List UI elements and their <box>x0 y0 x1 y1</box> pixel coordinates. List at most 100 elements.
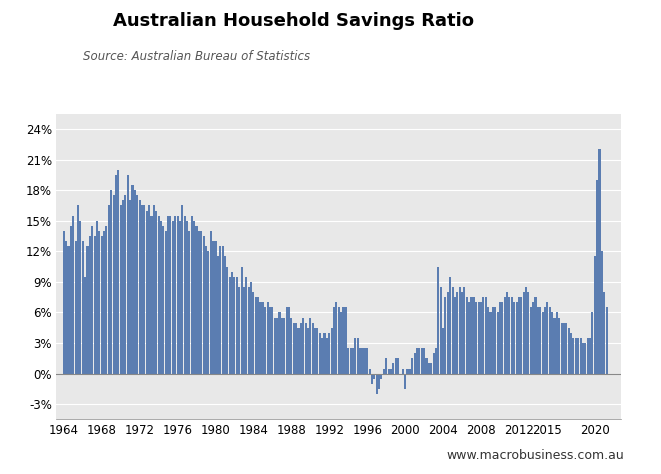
Bar <box>547 302 549 374</box>
Bar <box>504 297 506 374</box>
Bar <box>523 292 525 374</box>
Bar <box>191 216 193 374</box>
Bar <box>387 369 389 374</box>
Bar <box>342 307 344 374</box>
Bar <box>221 246 223 374</box>
Bar <box>295 323 297 374</box>
Bar <box>210 231 212 374</box>
Bar <box>411 358 413 374</box>
Bar <box>186 221 188 374</box>
Bar <box>392 364 395 374</box>
Bar <box>456 292 458 374</box>
Bar <box>447 292 449 374</box>
Bar <box>84 277 86 374</box>
Bar <box>529 307 532 374</box>
Bar <box>428 364 430 374</box>
Bar <box>174 216 176 374</box>
Bar <box>568 328 570 374</box>
Bar <box>293 323 295 374</box>
Bar <box>340 312 342 374</box>
Bar <box>598 149 601 374</box>
Bar <box>77 206 79 374</box>
Bar <box>141 206 143 374</box>
Bar <box>525 287 527 374</box>
Bar <box>103 231 105 374</box>
Bar <box>371 374 373 384</box>
Bar <box>442 328 444 374</box>
Bar <box>224 256 226 374</box>
Bar <box>508 297 510 374</box>
Bar <box>153 206 155 374</box>
Bar <box>326 338 328 374</box>
Bar <box>537 307 539 374</box>
Bar <box>605 307 607 374</box>
Bar <box>378 374 380 389</box>
Bar <box>257 297 259 374</box>
Bar <box>165 231 167 374</box>
Bar <box>75 241 77 374</box>
Bar <box>407 369 408 374</box>
Bar <box>272 307 274 374</box>
Bar <box>426 358 428 374</box>
Bar <box>551 312 553 374</box>
Bar <box>563 323 565 374</box>
Bar <box>418 348 420 374</box>
Bar <box>478 302 480 374</box>
Bar <box>269 307 271 374</box>
Bar <box>375 374 377 394</box>
Bar <box>241 266 243 374</box>
Bar <box>516 302 518 374</box>
Bar <box>302 318 304 374</box>
Bar <box>532 302 534 374</box>
Bar <box>305 323 307 374</box>
Bar <box>79 221 81 374</box>
Bar <box>362 348 364 374</box>
Bar <box>98 231 100 374</box>
Bar <box>245 277 247 374</box>
Bar <box>188 231 190 374</box>
Bar <box>350 348 352 374</box>
Bar <box>584 343 586 374</box>
Bar <box>475 302 477 374</box>
Bar <box>572 338 574 374</box>
Bar <box>451 287 453 374</box>
Bar <box>352 348 354 374</box>
Bar <box>499 302 501 374</box>
Bar <box>380 374 383 379</box>
Bar <box>94 236 96 374</box>
Bar <box>115 175 117 374</box>
Bar <box>136 195 138 374</box>
Bar <box>409 369 411 374</box>
Text: Australian Household Savings Ratio: Australian Household Savings Ratio <box>113 12 474 30</box>
Bar <box>383 369 385 374</box>
Bar <box>226 266 229 374</box>
Bar <box>276 318 278 374</box>
Bar <box>72 216 74 374</box>
Text: www.macrobusiness.com.au: www.macrobusiness.com.au <box>447 449 625 462</box>
Bar <box>110 190 112 374</box>
Bar <box>205 246 207 374</box>
Bar <box>129 201 131 374</box>
Bar <box>163 226 165 374</box>
Bar <box>513 302 515 374</box>
Bar <box>127 175 129 374</box>
Bar <box>471 297 473 374</box>
Bar <box>148 206 150 374</box>
Bar <box>169 216 171 374</box>
Bar <box>202 236 205 374</box>
Bar <box>432 353 435 374</box>
Bar <box>323 333 326 374</box>
Bar <box>155 210 157 374</box>
Bar <box>250 282 252 374</box>
Bar <box>262 302 264 374</box>
Bar <box>527 292 529 374</box>
Bar <box>395 358 397 374</box>
Bar <box>167 216 169 374</box>
Bar <box>575 338 577 374</box>
Bar <box>553 318 555 374</box>
Bar <box>231 272 233 374</box>
Text: BUSINESS: BUSINESS <box>554 53 606 63</box>
Bar <box>539 307 541 374</box>
Bar <box>511 297 513 374</box>
Bar <box>198 231 200 374</box>
